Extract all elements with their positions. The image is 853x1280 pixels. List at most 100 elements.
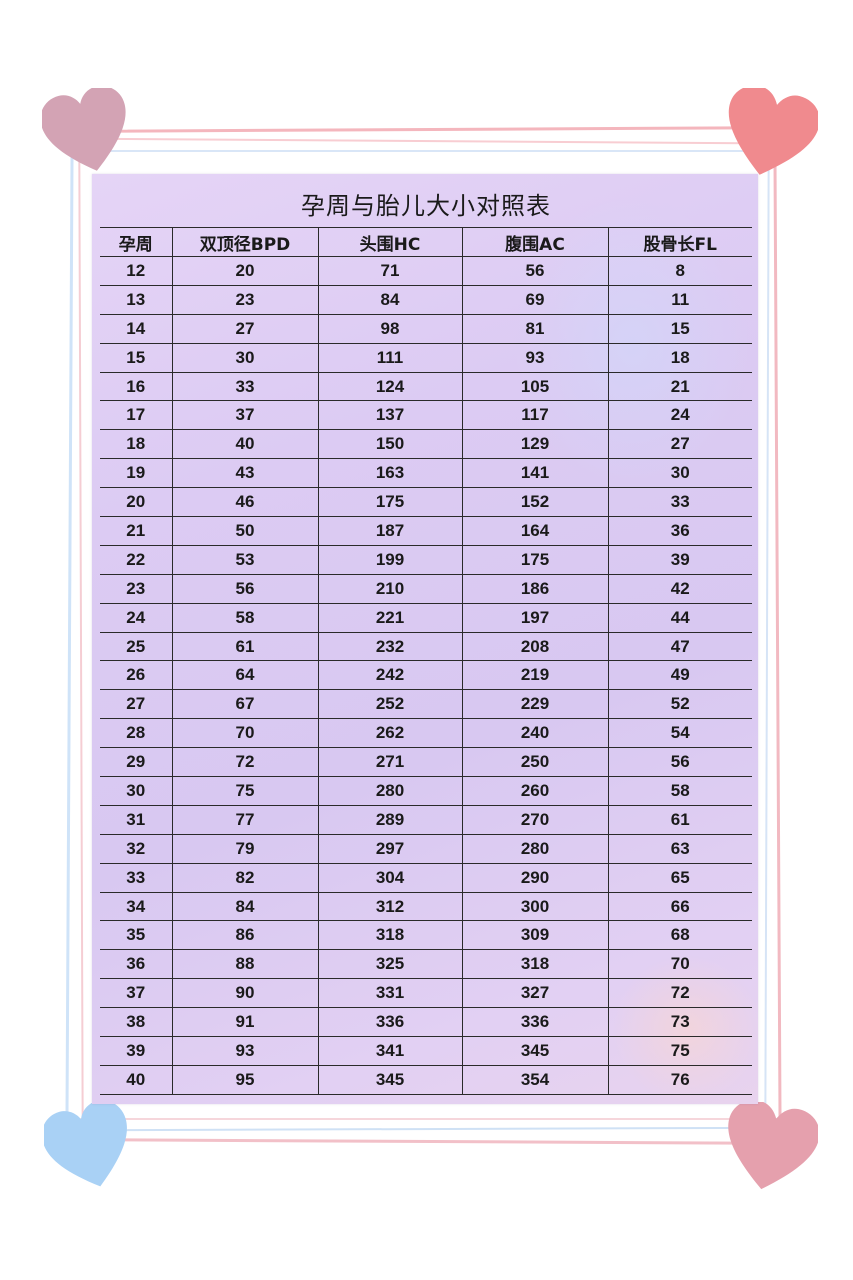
week-cell: 13	[100, 284, 173, 315]
bpd-cell: 77	[171, 804, 319, 835]
bpd-cell: 90	[171, 978, 319, 1009]
bpd-cell: 33	[171, 371, 319, 402]
fl-cell: 21	[607, 371, 752, 402]
ac-cell: 300	[461, 891, 609, 922]
ac-cell: 250	[461, 747, 609, 778]
fl-cell: 33	[607, 487, 752, 518]
ac-cell: 129	[461, 429, 609, 460]
hc-cell: 71	[317, 256, 463, 286]
chart-sheet: 孕周与胎儿大小对照表 孕周 双顶径BPD 头围HC 腹围AC 股骨长FL 12 2…	[92, 174, 762, 1104]
frame-line	[80, 1118, 780, 1120]
fl-cell: 27	[607, 429, 752, 460]
ac-cell: 117	[461, 400, 609, 431]
fl-cell: 52	[607, 689, 752, 720]
ac-cell: 152	[461, 487, 609, 518]
table-row: 20 46 175 152 33	[100, 487, 752, 518]
fl-cell: 54	[607, 718, 752, 749]
ac-cell: 240	[461, 718, 609, 749]
table-row: 36 88 325 318 70	[100, 949, 752, 980]
ac-cell: 197	[461, 602, 609, 633]
table-row: 22 53 199 175 39	[100, 544, 752, 575]
frame-line	[59, 126, 796, 133]
bpd-cell: 79	[171, 833, 319, 864]
hc-cell: 336	[317, 1007, 463, 1038]
fl-cell: 66	[607, 891, 752, 922]
ac-cell: 327	[461, 978, 609, 1009]
ac-cell: 141	[461, 458, 609, 489]
frame-line	[764, 144, 770, 1136]
hc-cell: 137	[317, 400, 463, 431]
bpd-cell: 88	[171, 949, 319, 980]
hc-cell: 289	[317, 804, 463, 835]
bpd-cell: 40	[171, 429, 319, 460]
hc-cell: 84	[317, 284, 463, 315]
week-cell: 36	[100, 949, 173, 980]
bpd-cell: 27	[171, 313, 319, 344]
hc-cell: 124	[317, 371, 463, 402]
table-row: 37 90 331 327 72	[100, 978, 752, 1009]
table-row: 24 58 221 197 44	[100, 602, 752, 633]
hc-cell: 341	[317, 1036, 463, 1066]
week-cell: 12	[100, 256, 173, 286]
week-cell: 22	[100, 544, 173, 575]
hc-cell: 210	[317, 573, 463, 604]
table-row: 38 91 336 336 73	[100, 1007, 752, 1038]
bpd-cell: 67	[171, 689, 319, 720]
week-cell: 17	[100, 400, 173, 431]
fl-cell: 72	[607, 978, 752, 1009]
table-row: 27 67 252 229 52	[100, 689, 752, 720]
bpd-cell: 53	[171, 544, 319, 575]
ac-cell: 219	[461, 660, 609, 691]
bpd-cell: 82	[171, 862, 319, 893]
ac-cell: 270	[461, 804, 609, 835]
fl-cell: 11	[607, 284, 752, 315]
table-row: 19 43 163 141 30	[100, 458, 752, 489]
week-cell: 32	[100, 833, 173, 864]
ac-cell: 336	[461, 1007, 609, 1038]
week-cell: 25	[100, 631, 173, 662]
bpd-cell: 75	[171, 776, 319, 806]
ac-cell: 105	[461, 371, 609, 402]
hc-cell: 175	[317, 487, 463, 518]
fl-cell: 18	[607, 342, 752, 373]
frame-line	[90, 150, 770, 152]
hc-cell: 262	[317, 718, 463, 749]
fl-cell: 73	[607, 1007, 752, 1038]
week-cell: 27	[100, 689, 173, 720]
table-row: 33 82 304 290 65	[100, 862, 752, 893]
hc-cell: 199	[317, 544, 463, 575]
ac-cell: 81	[461, 313, 609, 344]
ac-cell: 56	[461, 256, 609, 286]
table-row: 12 20 71 56 8	[100, 256, 752, 286]
ac-cell: 345	[461, 1036, 609, 1066]
ac-cell: 309	[461, 920, 609, 951]
week-cell: 26	[100, 660, 173, 691]
frame-line	[78, 144, 84, 1136]
fl-cell: 63	[607, 833, 752, 864]
bpd-cell: 43	[171, 458, 319, 489]
heart-icon	[40, 85, 132, 178]
fl-cell: 47	[607, 631, 752, 662]
hc-cell: 312	[317, 891, 463, 922]
table-row: 17 37 137 117 24	[100, 400, 752, 431]
ac-cell: 290	[461, 862, 609, 893]
hc-cell: 232	[317, 631, 463, 662]
week-cell: 14	[100, 313, 173, 344]
bpd-cell: 50	[171, 516, 319, 546]
ac-cell: 260	[461, 776, 609, 806]
column-header-hc: 头围HC	[317, 227, 463, 257]
bpd-cell: 91	[171, 1007, 319, 1038]
fl-cell: 61	[607, 804, 752, 835]
ac-cell: 280	[461, 833, 609, 864]
hc-cell: 297	[317, 833, 463, 864]
heart-icon	[722, 1100, 820, 1198]
hc-cell: 280	[317, 776, 463, 806]
week-cell: 16	[100, 371, 173, 402]
table-row: 30 75 280 260 58	[100, 776, 752, 806]
table-row: 32 79 297 280 63	[100, 833, 752, 864]
ac-cell: 229	[461, 689, 609, 720]
bpd-cell: 20	[171, 256, 319, 286]
hc-cell: 331	[317, 978, 463, 1009]
week-cell: 40	[100, 1064, 173, 1095]
